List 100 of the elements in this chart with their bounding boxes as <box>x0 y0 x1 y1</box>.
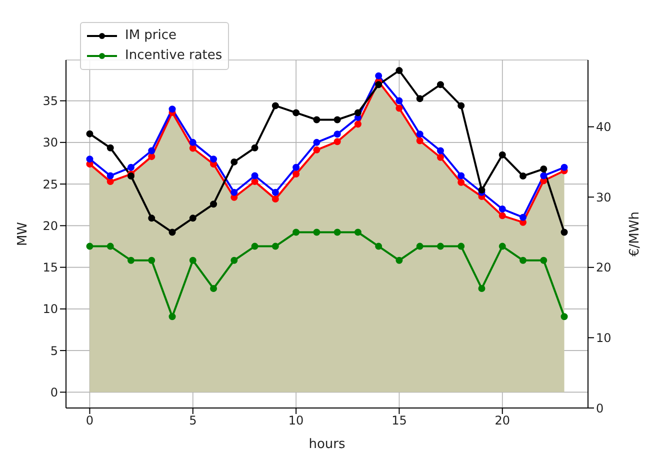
point <box>416 95 424 102</box>
point <box>210 200 218 208</box>
point <box>148 147 156 154</box>
point <box>458 172 465 180</box>
point <box>210 284 218 292</box>
point <box>498 151 506 158</box>
point <box>168 106 176 113</box>
point <box>127 164 134 171</box>
y-tick-label: 30 <box>42 136 58 150</box>
point <box>396 67 403 74</box>
y2-axis-title: €/MWh <box>628 212 643 256</box>
point <box>560 313 568 320</box>
y2-tick-label: 10 <box>596 330 612 345</box>
point <box>272 102 279 110</box>
point <box>86 242 94 250</box>
point <box>313 146 320 154</box>
y-tick-label: 0 <box>50 385 58 400</box>
point <box>272 242 279 250</box>
point <box>416 130 424 138</box>
point <box>272 196 279 203</box>
point <box>168 313 176 320</box>
point <box>396 256 403 264</box>
point <box>375 81 382 88</box>
y-tick-label: 20 <box>42 218 58 233</box>
point <box>106 144 114 152</box>
point <box>292 164 300 171</box>
point <box>375 242 382 250</box>
point <box>272 188 279 196</box>
point <box>251 178 258 186</box>
point <box>458 178 465 186</box>
x-axis-title: hours <box>308 437 346 452</box>
point <box>436 242 444 250</box>
legend-label: IM price <box>125 27 177 45</box>
point <box>416 242 424 250</box>
x-tick-label: 10 <box>288 414 304 428</box>
point <box>292 109 300 116</box>
point <box>106 242 114 250</box>
point <box>498 242 506 250</box>
point <box>210 156 218 163</box>
point <box>458 242 465 250</box>
x-tick-label: 15 <box>392 414 407 428</box>
point <box>436 81 444 88</box>
point <box>478 284 486 292</box>
point <box>251 144 258 152</box>
y-tick-label: 10 <box>42 302 58 316</box>
point <box>334 138 341 146</box>
x-tick-label: 5 <box>189 414 197 428</box>
point <box>251 242 258 250</box>
point <box>334 228 341 236</box>
y-axis-title: MW <box>16 222 31 246</box>
y-tick-label: 15 <box>42 260 58 275</box>
x-tick-label: 0 <box>86 414 94 428</box>
point <box>106 178 114 186</box>
point <box>313 116 320 124</box>
point <box>498 206 506 213</box>
point <box>520 256 527 264</box>
point <box>292 170 300 178</box>
point <box>189 138 196 146</box>
point <box>560 164 568 171</box>
point <box>354 109 362 116</box>
y2-tick-label: 0 <box>596 401 604 416</box>
point <box>354 228 362 236</box>
point <box>127 256 134 264</box>
point <box>498 212 506 220</box>
point <box>251 172 258 180</box>
point <box>520 172 527 180</box>
point <box>334 130 341 138</box>
x-tick-label: 20 <box>494 414 510 428</box>
point <box>189 256 196 264</box>
point <box>86 130 94 138</box>
point <box>148 214 156 222</box>
point <box>540 172 548 180</box>
y-tick-label: 35 <box>42 94 58 108</box>
point <box>106 172 114 180</box>
point <box>436 147 444 154</box>
point <box>313 138 320 146</box>
point <box>520 214 527 221</box>
point <box>148 256 156 264</box>
point <box>416 137 424 144</box>
point <box>189 144 196 152</box>
point <box>313 228 320 236</box>
y2-tick-label: 40 <box>596 120 612 134</box>
point <box>396 97 403 104</box>
point <box>560 228 568 236</box>
point <box>396 104 403 112</box>
y-tick-label: 5 <box>50 344 58 358</box>
point <box>230 158 238 166</box>
y2-tick-label: 30 <box>596 190 612 204</box>
point <box>540 256 548 264</box>
point <box>168 228 176 236</box>
point <box>86 156 94 163</box>
legend-label: Incentive rates <box>125 47 222 65</box>
point <box>540 165 548 172</box>
point <box>375 72 382 80</box>
y-tick-label: 25 <box>42 177 58 192</box>
point <box>230 256 238 264</box>
point <box>354 120 362 128</box>
point <box>230 188 238 196</box>
point <box>148 153 156 160</box>
point <box>292 228 300 236</box>
